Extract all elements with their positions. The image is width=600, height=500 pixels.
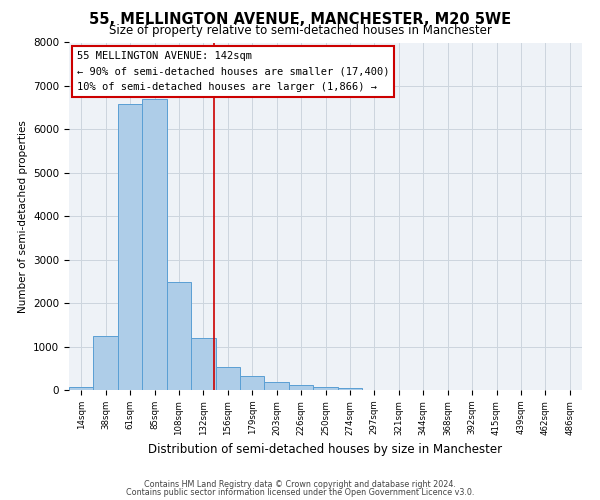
Text: 55 MELLINGTON AVENUE: 142sqm
← 90% of semi-detached houses are smaller (17,400)
: 55 MELLINGTON AVENUE: 142sqm ← 90% of se… <box>77 51 389 92</box>
X-axis label: Distribution of semi-detached houses by size in Manchester: Distribution of semi-detached houses by … <box>148 443 503 456</box>
Text: 55, MELLINGTON AVENUE, MANCHESTER, M20 5WE: 55, MELLINGTON AVENUE, MANCHESTER, M20 5… <box>89 12 511 28</box>
Bar <box>313 386 338 390</box>
Bar <box>191 338 215 390</box>
Text: Size of property relative to semi-detached houses in Manchester: Size of property relative to semi-detach… <box>109 24 491 37</box>
Bar <box>240 376 265 390</box>
Bar <box>167 282 191 390</box>
Text: Contains public sector information licensed under the Open Government Licence v3: Contains public sector information licen… <box>126 488 474 497</box>
Bar <box>265 382 289 390</box>
Bar <box>69 386 94 390</box>
Text: Contains HM Land Registry data © Crown copyright and database right 2024.: Contains HM Land Registry data © Crown c… <box>144 480 456 489</box>
Y-axis label: Number of semi-detached properties: Number of semi-detached properties <box>17 120 28 312</box>
Bar <box>338 388 362 390</box>
Bar <box>118 104 142 390</box>
Bar <box>289 385 313 390</box>
Bar <box>142 99 167 390</box>
Bar <box>94 336 118 390</box>
Bar <box>215 367 240 390</box>
